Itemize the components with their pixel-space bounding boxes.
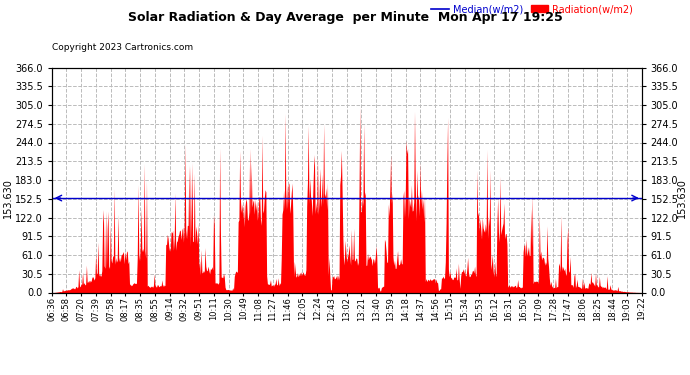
Text: 153.630: 153.630 [677, 178, 687, 218]
Text: Solar Radiation & Day Average  per Minute  Mon Apr 17 19:25: Solar Radiation & Day Average per Minute… [128, 11, 562, 24]
Legend: Median(w/m2), Radiation(w/m2): Median(w/m2), Radiation(w/m2) [427, 0, 637, 18]
Text: 153.630: 153.630 [3, 178, 13, 218]
Text: Copyright 2023 Cartronics.com: Copyright 2023 Cartronics.com [52, 43, 193, 52]
